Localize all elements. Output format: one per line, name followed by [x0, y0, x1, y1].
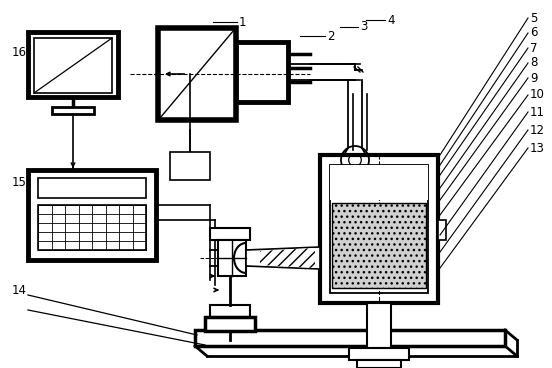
Bar — [438, 220, 446, 240]
Bar — [210, 228, 250, 240]
Bar — [158, 28, 236, 120]
Bar — [349, 348, 409, 360]
Text: 4: 4 — [387, 14, 395, 26]
Text: 6: 6 — [530, 26, 538, 39]
Text: 14: 14 — [12, 283, 27, 297]
Bar — [330, 165, 428, 293]
Bar — [330, 165, 428, 200]
Bar — [218, 240, 246, 276]
Text: 5: 5 — [530, 11, 538, 25]
Bar — [170, 152, 210, 180]
Bar — [195, 330, 505, 346]
Bar — [205, 317, 255, 331]
Text: 2: 2 — [327, 29, 335, 42]
Bar — [38, 178, 146, 198]
Bar — [38, 205, 146, 250]
Bar — [332, 203, 426, 288]
Text: 3: 3 — [360, 21, 368, 33]
Bar — [210, 305, 250, 317]
Polygon shape — [246, 247, 320, 269]
Text: 7: 7 — [530, 42, 538, 54]
Bar — [236, 42, 288, 102]
Bar — [367, 303, 391, 348]
Polygon shape — [260, 248, 315, 268]
Bar — [320, 155, 438, 303]
Text: 15: 15 — [12, 176, 27, 188]
Text: 10: 10 — [530, 88, 545, 102]
Text: 8: 8 — [530, 57, 538, 70]
Bar — [28, 170, 156, 260]
Text: 13: 13 — [530, 142, 545, 155]
Text: 12: 12 — [530, 124, 545, 137]
Bar — [34, 38, 112, 93]
Text: 1: 1 — [239, 15, 247, 28]
Bar — [357, 360, 401, 368]
Text: 16: 16 — [12, 46, 27, 59]
Bar — [28, 32, 118, 97]
Bar — [52, 107, 94, 114]
Text: 9: 9 — [530, 71, 538, 85]
Text: 11: 11 — [530, 106, 545, 118]
